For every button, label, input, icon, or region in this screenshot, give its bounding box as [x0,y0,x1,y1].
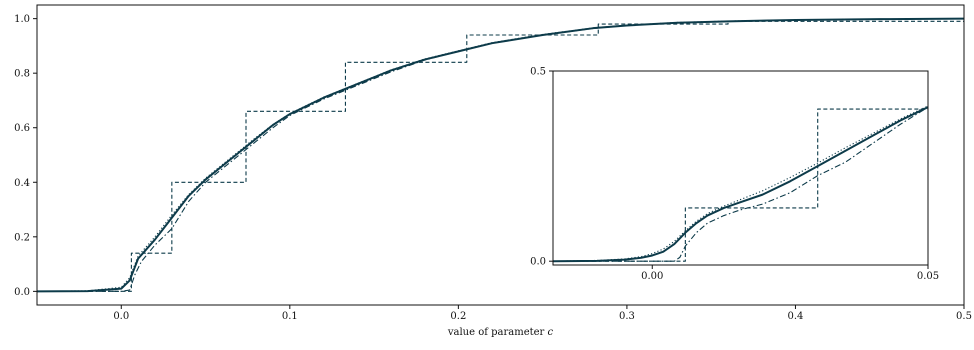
main-x-tick-label: 0.3 [619,311,635,322]
main-x-tick-label: 0.0 [113,311,129,322]
main-axes: 0.0 0.1 0.2 0.3 0.4 0.5 0.0 0.2 0.4 0.6 0.8 1.0 valu… [14,4,972,338]
main-y-tick-label: 0.6 [14,123,30,134]
main-series-solid-line [37,17,964,293]
main-series-dotted-line [37,18,964,292]
inset-series-group [553,105,928,263]
main-y-tick-label: 0.2 [14,232,30,243]
inset-y-tick-label: 0.5 [530,67,546,78]
inset-series-dashdot-line [553,106,928,262]
main-x-tick-label: 0.5 [956,311,972,322]
main-x-tick-label: 0.2 [450,311,466,322]
inset-x-tick-label: 0.05 [917,271,939,282]
inset-background [553,71,928,265]
main-frame [36,4,965,306]
main-series-group [37,17,964,293]
main-y-tick-label: 1.0 [14,14,30,25]
main-x-tick-label: 0.4 [788,311,804,322]
inset-x-tick-label: 0.00 [641,271,663,282]
inset-frame [552,70,929,266]
main-x-axis-label: value of parameter c [447,327,554,338]
main-y-tick-label: 0.0 [14,287,30,298]
main-y-tick-label: 0.8 [14,69,30,80]
main-y-tick-label: 0.4 [14,178,30,189]
inset-y-tick-label: 0.0 [530,257,546,268]
inset-series-dotted-line [553,105,928,262]
main-series-dashdot-line [37,18,964,292]
x-axis-label-variable: c [548,327,554,338]
inset-series-solid-line [553,106,928,263]
main-x-tick-label: 0.1 [282,311,298,322]
inset-axes: 0.00 0.05 0.0 0.5 [530,67,939,283]
